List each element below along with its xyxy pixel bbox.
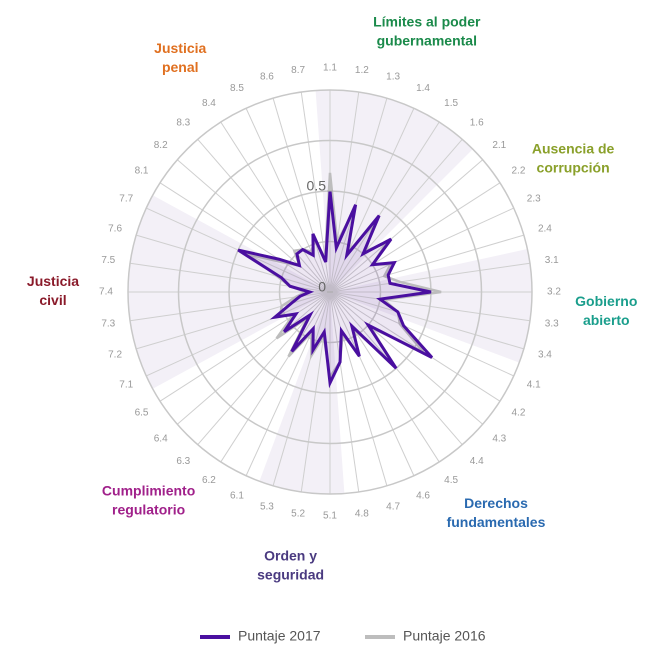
category-label: 7.5: [101, 255, 115, 266]
category-label: 4.3: [492, 433, 506, 444]
category-label: 8.6: [260, 72, 274, 83]
category-label: 3.3: [545, 319, 559, 330]
category-label: 6.2: [202, 475, 216, 486]
group-label: Justicia: [27, 273, 79, 289]
category-label: 4.6: [416, 490, 430, 501]
category-label: 7.2: [108, 350, 122, 361]
category-label: 5.3: [260, 502, 274, 513]
sector: [315, 89, 473, 292]
category-label: 8.2: [154, 140, 168, 151]
category-label: 2.3: [527, 194, 541, 205]
group-label: Ausencia de: [532, 140, 615, 156]
category-label: 5.1: [323, 511, 337, 522]
category-label: 4.8: [355, 508, 369, 519]
group-label: Orden y: [264, 547, 317, 563]
category-label: 4.7: [386, 502, 400, 513]
category-label: 7.7: [119, 194, 133, 205]
category-label: 7.6: [108, 224, 122, 235]
category-label: 6.3: [176, 456, 190, 467]
group-label: Límites al poder: [373, 14, 481, 30]
category-label: 4.5: [444, 475, 458, 486]
group-label: gubernamental: [377, 33, 477, 49]
category-label: 7.3: [101, 319, 115, 330]
category-label: 8.5: [230, 83, 244, 94]
grid-ring: [278, 240, 382, 344]
group-label: Cumplimiento: [102, 483, 195, 499]
category-label: 3.2: [547, 287, 561, 298]
category-label: 4.4: [470, 456, 484, 467]
category-label: 8.4: [202, 98, 216, 109]
category-label: 2.1: [492, 140, 506, 151]
category-label: 1.6: [470, 117, 484, 128]
category-label: 8.3: [176, 117, 190, 128]
category-label: 2.2: [511, 166, 525, 177]
category-label: 1.5: [444, 98, 458, 109]
category-label: 6.1: [230, 490, 244, 501]
legend-label: Puntaje 2016: [403, 628, 486, 644]
category-label: 8.1: [135, 166, 149, 177]
category-label: 4.2: [511, 408, 525, 419]
category-label: 1.1: [323, 63, 337, 74]
category-label: 1.3: [386, 72, 400, 83]
category-label: 1.2: [355, 65, 369, 76]
group-label: regulatorio: [112, 502, 185, 518]
group-label: seguridad: [257, 566, 324, 582]
category-label: 6.4: [154, 433, 168, 444]
group-label: civil: [39, 292, 66, 308]
grid-ring: [177, 139, 483, 445]
group-label: corrupción: [537, 159, 610, 175]
group-label: fundamentales: [447, 514, 546, 530]
category-label: 3.1: [545, 255, 559, 266]
legend-label: Puntaje 2017: [238, 628, 321, 644]
y-tick-label: 0.5: [307, 178, 327, 194]
group-label: Derechos: [464, 495, 528, 511]
category-label: 6.5: [135, 408, 149, 419]
category-label: 2.4: [538, 224, 552, 235]
category-label: 7.4: [99, 287, 113, 298]
group-label: Justicia: [154, 40, 206, 56]
y-tick-label: 0: [318, 279, 326, 295]
category-label: 4.1: [527, 380, 541, 391]
category-label: 8.7: [291, 65, 305, 76]
series-line: [237, 190, 434, 389]
category-label: 3.4: [538, 350, 552, 361]
category-label: 1.4: [416, 83, 430, 94]
grid-ring: [127, 89, 533, 495]
group-label: abierto: [583, 312, 630, 328]
category-label: 5.2: [291, 508, 305, 519]
group-label: Gobierno: [575, 293, 637, 309]
group-label: penal: [162, 59, 199, 75]
category-label: 7.1: [119, 380, 133, 391]
